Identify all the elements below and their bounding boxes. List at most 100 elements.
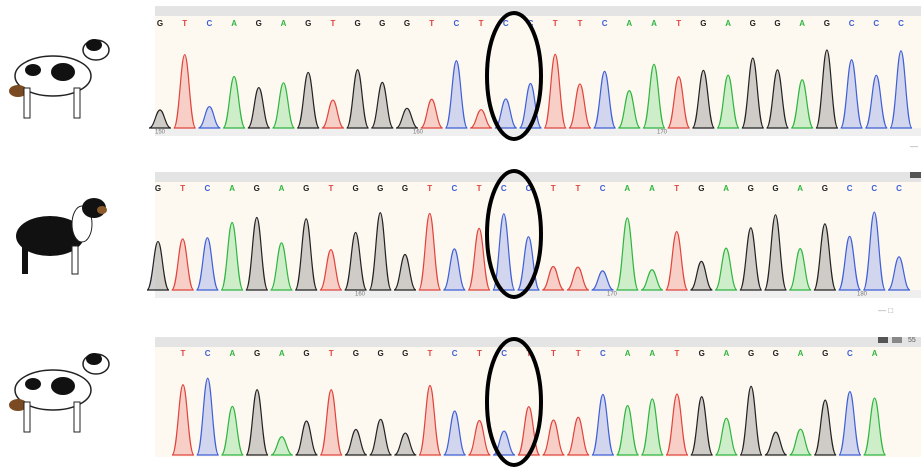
base-call: T [674, 184, 679, 193]
base-call: A [798, 349, 804, 358]
base-call: G [377, 349, 383, 358]
base-call: G [822, 184, 828, 193]
base-call: G [748, 184, 754, 193]
base-call: C [602, 19, 608, 28]
base-call: A [651, 19, 657, 28]
svg-text:— □: — □ [878, 306, 893, 315]
base-call: G [402, 349, 408, 358]
base-call: C [873, 19, 879, 28]
base-call: C [896, 184, 902, 193]
base-call: T [182, 19, 187, 28]
base-call: G [353, 349, 359, 358]
base-call: C [898, 19, 904, 28]
base-call: A [231, 19, 237, 28]
base-call: A [725, 19, 731, 28]
base-call: T [429, 19, 434, 28]
base-call: C [847, 184, 853, 193]
base-call: G [748, 349, 754, 358]
position-label: 150 [155, 130, 166, 136]
base-call: T [479, 19, 484, 28]
base-call: T [551, 184, 556, 193]
base-call: G [404, 19, 410, 28]
base-call: G [379, 19, 385, 28]
base-call: C [501, 184, 507, 193]
dog-merle-2 [9, 353, 109, 432]
base-call: G [822, 349, 828, 358]
dog-tricolor [16, 198, 107, 274]
base-call: A [724, 349, 730, 358]
base-call: A [626, 19, 632, 28]
base-call: T [329, 349, 334, 358]
base-call: C [849, 19, 855, 28]
base-call: T [553, 19, 558, 28]
base-call: A [625, 349, 631, 358]
base-call: G [157, 19, 163, 28]
base-call: G [354, 19, 360, 28]
base-call: A [229, 184, 235, 193]
base-call: A [649, 349, 655, 358]
base-call: C [205, 184, 211, 193]
base-call: T [180, 184, 185, 193]
base-call: A [624, 184, 630, 193]
base-call: A [279, 349, 285, 358]
position-label: 170 [607, 292, 618, 298]
base-call: G [352, 184, 358, 193]
base-call: G [254, 184, 260, 193]
base-call: G [774, 19, 780, 28]
base-call: G [698, 184, 704, 193]
track-backgrounds: — — □ [155, 6, 921, 457]
base-call: A [872, 349, 878, 358]
base-call: G [402, 184, 408, 193]
base-call: T [575, 184, 580, 193]
base-call: C [871, 184, 877, 193]
base-call: C [207, 19, 213, 28]
base-call: G [750, 19, 756, 28]
base-call: A [799, 19, 805, 28]
base-call: T [675, 349, 680, 358]
base-call: T [477, 184, 482, 193]
base-call: G [772, 184, 778, 193]
base-call: T [428, 349, 433, 358]
base-call: G [699, 349, 705, 358]
base-call: A [797, 184, 803, 193]
base-call: T [676, 19, 681, 28]
base-call: G [773, 349, 779, 358]
corner-label: 55 [908, 337, 916, 344]
svg-text:—: — [910, 142, 918, 151]
figure: — — □ G T C A G A G T G G G T C T C C T T C A A T G A G G A G C C C 150… [0, 0, 921, 469]
dog-merle-1 [9, 39, 109, 118]
base-call: G [700, 19, 706, 28]
base-call: C [847, 349, 853, 358]
base-call: C [501, 349, 507, 358]
base-call: A [281, 19, 287, 28]
base-call: C [452, 349, 458, 358]
base-call: G [824, 19, 830, 28]
base-call: G [303, 184, 309, 193]
base-call: G [256, 19, 262, 28]
base-call: C [454, 19, 460, 28]
base-call: T [328, 184, 333, 193]
base-call: C [600, 349, 606, 358]
base-call: A [279, 184, 285, 193]
base-call: T [577, 19, 582, 28]
position-label: 180 [857, 292, 868, 298]
position-label: 170 [657, 130, 668, 136]
base-call: T [576, 349, 581, 358]
base-call: G [155, 184, 161, 193]
base-call: A [649, 184, 655, 193]
base-call: A [230, 349, 236, 358]
base-call: G [305, 19, 311, 28]
position-label: 160 [355, 292, 366, 298]
base-call: T [427, 184, 432, 193]
base-call: G [303, 349, 309, 358]
base-call: T [181, 349, 186, 358]
base-call: C [600, 184, 606, 193]
base-call: G [377, 184, 383, 193]
base-call: A [723, 184, 729, 193]
base-call: C [452, 184, 458, 193]
base-call: T [477, 349, 482, 358]
base-call: G [254, 349, 260, 358]
position-label: 160 [413, 130, 424, 136]
base-call: T [551, 349, 556, 358]
base-call: C [205, 349, 211, 358]
